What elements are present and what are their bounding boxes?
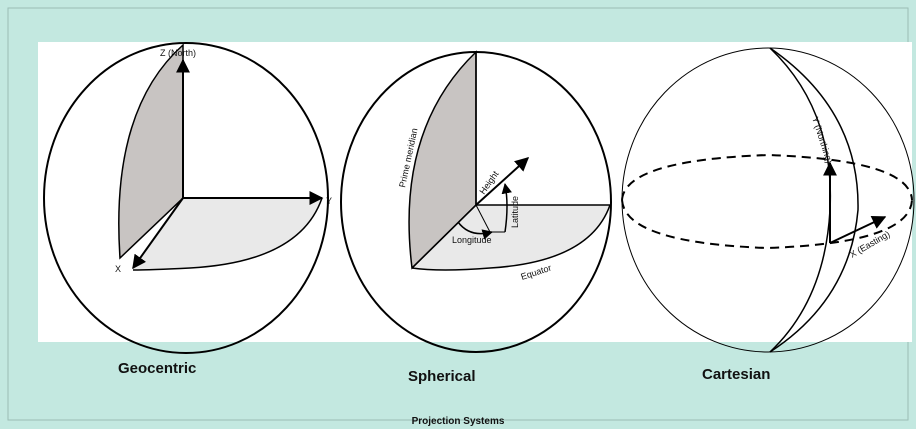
axis-label: Z (North) [160, 48, 196, 58]
spherical-diagram [340, 50, 612, 353]
caption: Spherical [408, 368, 476, 385]
caption: Cartesian [702, 366, 770, 383]
caption: Geocentric [118, 360, 196, 377]
label: Latitude [510, 196, 520, 228]
title: Projection Systems [412, 416, 505, 427]
label: Longitude [452, 235, 492, 245]
axis-label: X [115, 264, 121, 274]
geocentric-diagram [43, 42, 329, 354]
axis-label: Y [326, 196, 332, 206]
cartesian-diagram [621, 47, 915, 353]
